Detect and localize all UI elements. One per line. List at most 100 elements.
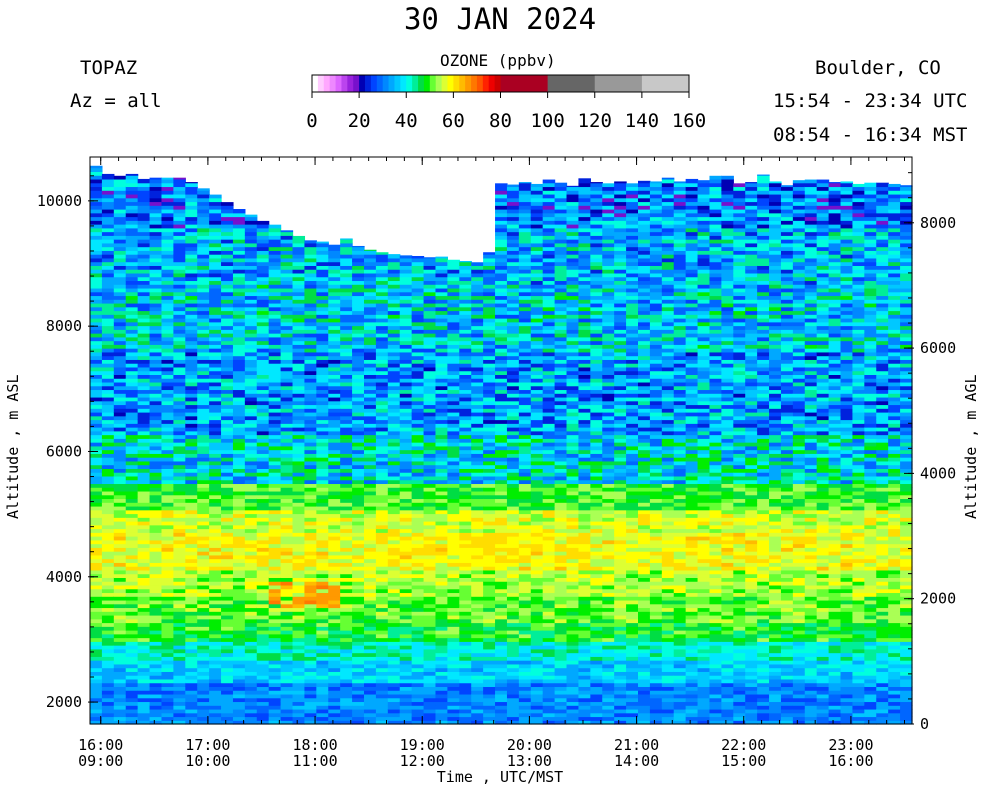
heatmap-cell (364, 284, 377, 289)
heatmap-cell (197, 630, 210, 635)
heatmap-cell (352, 521, 365, 526)
heatmap-cell (387, 667, 401, 672)
heatmap-cell (518, 708, 532, 714)
heatmap-cell (364, 528, 377, 533)
heatmap-cell (185, 408, 198, 413)
heatmap-cell (471, 712, 484, 718)
heatmap-cell (197, 611, 210, 616)
heatmap-cell (161, 205, 174, 210)
heatmap-cell (90, 581, 103, 586)
heatmap-cell (387, 551, 401, 556)
heatmap-cell (471, 483, 484, 488)
heatmap-cell (495, 457, 508, 462)
heatmap-cell (364, 536, 377, 541)
heatmap-cell (125, 178, 139, 184)
heatmap-cell (459, 524, 472, 530)
heatmap-cell (423, 551, 437, 556)
heatmap-cell (495, 265, 508, 270)
heatmap-cell (232, 411, 246, 417)
heatmap-cell (185, 197, 198, 203)
heatmap-cell (423, 588, 437, 594)
heatmap-cell (328, 284, 341, 289)
heatmap-cell (185, 355, 198, 360)
heatmap-cell (447, 434, 460, 439)
heatmap-cell (518, 209, 532, 214)
heatmap-cell (221, 291, 234, 297)
heatmap-cell (352, 284, 365, 289)
heatmap-cell (125, 675, 139, 680)
heatmap-cell (518, 490, 532, 496)
heatmap-cell (459, 701, 472, 706)
heatmap-cell (101, 716, 115, 721)
heatmap-cell (471, 306, 484, 312)
heatmap-cell (340, 389, 353, 394)
heatmap-cell (483, 381, 496, 387)
heatmap-cell (101, 513, 115, 518)
heatmap-cell (506, 336, 520, 342)
heatmap-cell (161, 690, 174, 695)
heatmap-cell (90, 630, 103, 635)
heatmap-cell (423, 667, 437, 672)
heatmap-cell (173, 265, 186, 270)
heatmap-cell (221, 716, 234, 721)
heatmap-cell (101, 254, 115, 259)
heatmap-cell (221, 645, 234, 650)
heatmap-cell (411, 712, 425, 718)
heatmap-cell (268, 423, 282, 428)
heatmap-cell (316, 566, 329, 571)
heatmap-cell (495, 675, 508, 680)
heatmap-cell (483, 378, 496, 383)
heatmap-cell (316, 716, 329, 721)
heatmap-cell (209, 411, 222, 417)
heatmap-cell (435, 374, 448, 379)
heatmap-cell (518, 212, 532, 218)
heatmap-cell (232, 389, 246, 394)
heatmap-cell (280, 280, 294, 285)
heatmap-cell (173, 475, 186, 481)
heatmap-cell (447, 630, 460, 635)
heatmap-cell (185, 705, 198, 710)
heatmap-cell (316, 242, 329, 248)
heatmap-cell (423, 408, 437, 413)
heatmap-cell (352, 667, 365, 672)
heatmap-cell (423, 348, 437, 353)
heatmap-cell (185, 528, 198, 533)
heatmap-cell (185, 464, 198, 469)
heatmap-cell (232, 521, 246, 526)
heatmap-cell (447, 505, 460, 511)
heatmap-cell (304, 265, 317, 270)
heatmap-cell (268, 299, 282, 304)
heatmap-cell (483, 536, 496, 541)
heatmap-cell (173, 178, 186, 184)
heatmap-cell (340, 656, 353, 661)
heatmap-cell (268, 487, 282, 492)
heatmap-cell (149, 449, 163, 454)
heatmap-cell (209, 287, 222, 293)
heatmap-cell (161, 532, 174, 537)
heatmap-cell (316, 355, 329, 360)
heatmap-cell (506, 483, 520, 488)
heatmap-cell (483, 611, 496, 616)
heatmap-cell (268, 366, 282, 372)
heatmap-cell (125, 378, 139, 383)
heatmap-cell (232, 235, 246, 240)
heatmap-cell (137, 483, 151, 488)
heatmap-cell (471, 408, 484, 413)
heatmap-cell (435, 355, 448, 360)
heatmap-cell (459, 261, 472, 263)
heatmap-cell (506, 355, 520, 360)
heatmap-cell (113, 389, 127, 394)
heatmap-cell (268, 318, 282, 323)
heatmap-cell (518, 302, 532, 308)
heatmap-cell (185, 453, 198, 458)
heatmap-cell (518, 588, 532, 594)
heatmap-cell (209, 423, 222, 428)
heatmap-cell (316, 265, 329, 270)
heatmap-cell (459, 656, 472, 661)
heatmap-cell (459, 479, 472, 485)
heatmap-cell (435, 415, 448, 421)
heatmap-cell (161, 562, 174, 567)
heatmap-cell (506, 712, 520, 718)
heatmap-cell (423, 464, 437, 469)
heatmap-cell (471, 438, 484, 443)
